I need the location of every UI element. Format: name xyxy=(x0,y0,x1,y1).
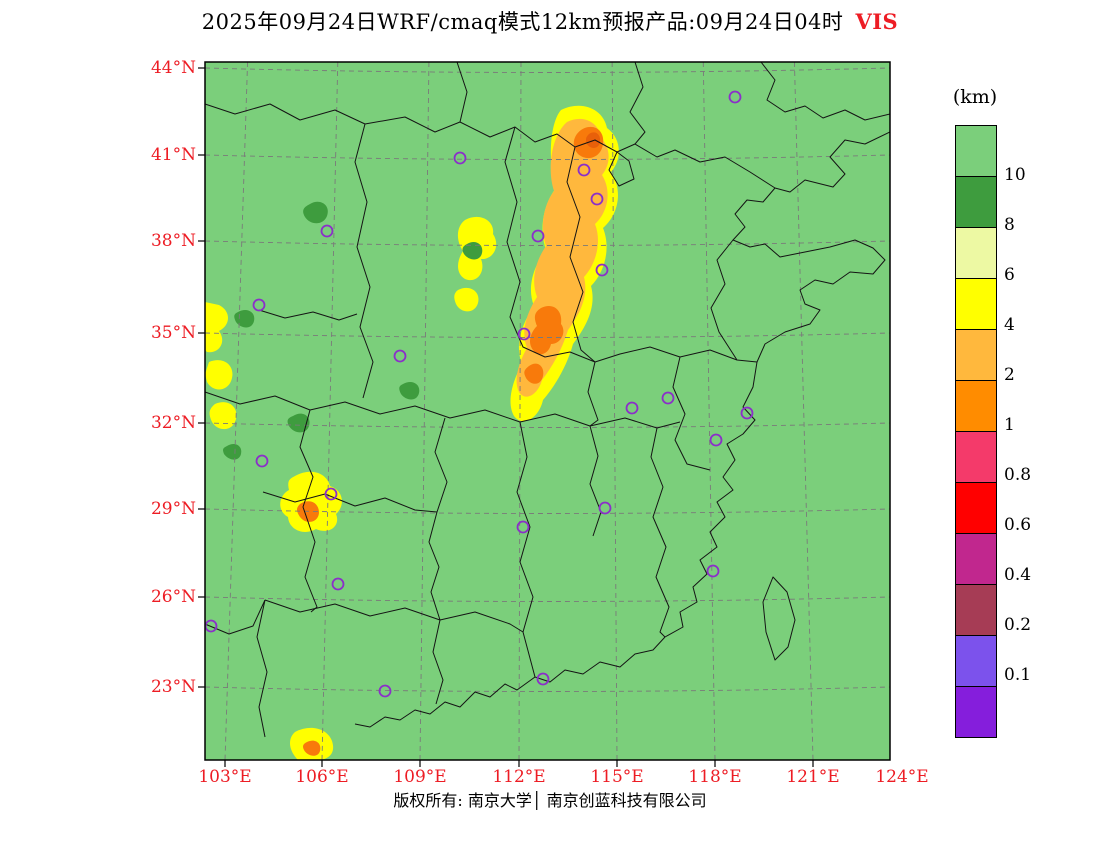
colorbar-cell xyxy=(955,482,997,534)
colorbar-cell xyxy=(955,533,997,585)
city-marker xyxy=(536,672,550,686)
map-layers xyxy=(198,61,891,767)
colorbar-cell xyxy=(955,380,997,432)
map-background xyxy=(205,62,890,760)
city-marker xyxy=(706,564,720,578)
colorbar-unit-label: (km) xyxy=(952,86,998,108)
city-marker xyxy=(625,401,639,415)
title-text: 2025年09月24日WRF/cmaq模式12km预报产品:09月24日04时 xyxy=(201,10,844,34)
lat-label: 32°N xyxy=(150,413,196,433)
city-marker xyxy=(709,433,723,447)
city-marker xyxy=(577,163,591,177)
axis-ticks xyxy=(198,67,814,767)
map-canvas xyxy=(197,58,910,770)
colorbar-tick-label: 4 xyxy=(1004,315,1015,335)
colorbar-tick-label: 0.8 xyxy=(1004,465,1032,485)
colorbar-tick-label: 0.2 xyxy=(1004,615,1032,635)
lon-label: 109°E xyxy=(393,767,447,787)
city-marker xyxy=(595,263,609,277)
colorbar-tick-label: 0.1 xyxy=(1004,665,1032,685)
city-marker xyxy=(453,151,467,165)
city-marker xyxy=(324,487,338,501)
lat-label: 23°N xyxy=(150,677,196,697)
city-marker xyxy=(661,391,675,405)
colorbar-tick-label: 0.6 xyxy=(1004,515,1032,535)
colorbar-cell xyxy=(955,227,997,279)
city-marker xyxy=(740,406,754,420)
lat-label: 29°N xyxy=(150,499,196,519)
lon-label: 112°E xyxy=(492,767,546,787)
lon-label: 115°E xyxy=(590,767,644,787)
city-marker xyxy=(378,684,392,698)
lat-label: 44°N xyxy=(150,58,196,78)
visibility-map xyxy=(198,61,891,767)
colorbar-tick-label: 8 xyxy=(1004,215,1015,235)
grid-lines xyxy=(204,61,891,761)
colorbar-cell xyxy=(955,329,997,381)
page-title: 2025年09月24日WRF/cmaq模式12km预报产品:09月24日04时 V… xyxy=(0,6,1100,36)
city-markers xyxy=(204,90,754,698)
lat-label: 35°N xyxy=(150,323,196,343)
copyright-footer: 版权所有: 南京大学│ 南京创蓝科技有限公司 xyxy=(393,791,707,810)
colorbar-cell xyxy=(955,176,997,228)
city-marker xyxy=(320,224,334,238)
colorbar-cell xyxy=(955,686,997,738)
lat-label: 26°N xyxy=(150,587,196,607)
colorbar-tick-label: 1 xyxy=(1004,415,1015,435)
colorbar-tick-label: 6 xyxy=(1004,265,1015,285)
lon-label: 121°E xyxy=(786,767,840,787)
city-marker xyxy=(252,298,266,312)
city-marker xyxy=(255,454,269,468)
lat-label: 38°N xyxy=(150,231,196,251)
city-marker xyxy=(517,327,531,341)
colorbar-tick-label: 0.4 xyxy=(1004,565,1032,585)
title-variable-label: VIS xyxy=(855,9,899,34)
city-marker xyxy=(516,520,530,534)
colorbar-tick-label: 10 xyxy=(1004,165,1026,185)
colorbar-cell xyxy=(955,584,997,636)
city-marker xyxy=(728,90,742,104)
low-visibility-patches xyxy=(205,105,619,760)
colorbar-cell xyxy=(955,125,997,177)
lon-label: 118°E xyxy=(688,767,742,787)
city-marker xyxy=(331,577,345,591)
colorbar-cell xyxy=(955,278,997,330)
lon-label: 103°E xyxy=(198,767,252,787)
city-marker xyxy=(598,501,612,515)
city-marker xyxy=(393,349,407,363)
map-frame xyxy=(204,61,891,761)
lon-label: 124°E xyxy=(875,767,929,787)
lon-label: 106°E xyxy=(295,767,349,787)
city-marker xyxy=(590,192,604,206)
city-marker xyxy=(531,229,545,243)
colorbar-cell xyxy=(955,635,997,687)
province-boundaries xyxy=(204,61,891,738)
lat-label: 41°N xyxy=(150,145,196,165)
colorbar-cell xyxy=(955,431,997,483)
colorbar-tick-label: 2 xyxy=(1004,365,1015,385)
colorbar xyxy=(955,125,997,738)
